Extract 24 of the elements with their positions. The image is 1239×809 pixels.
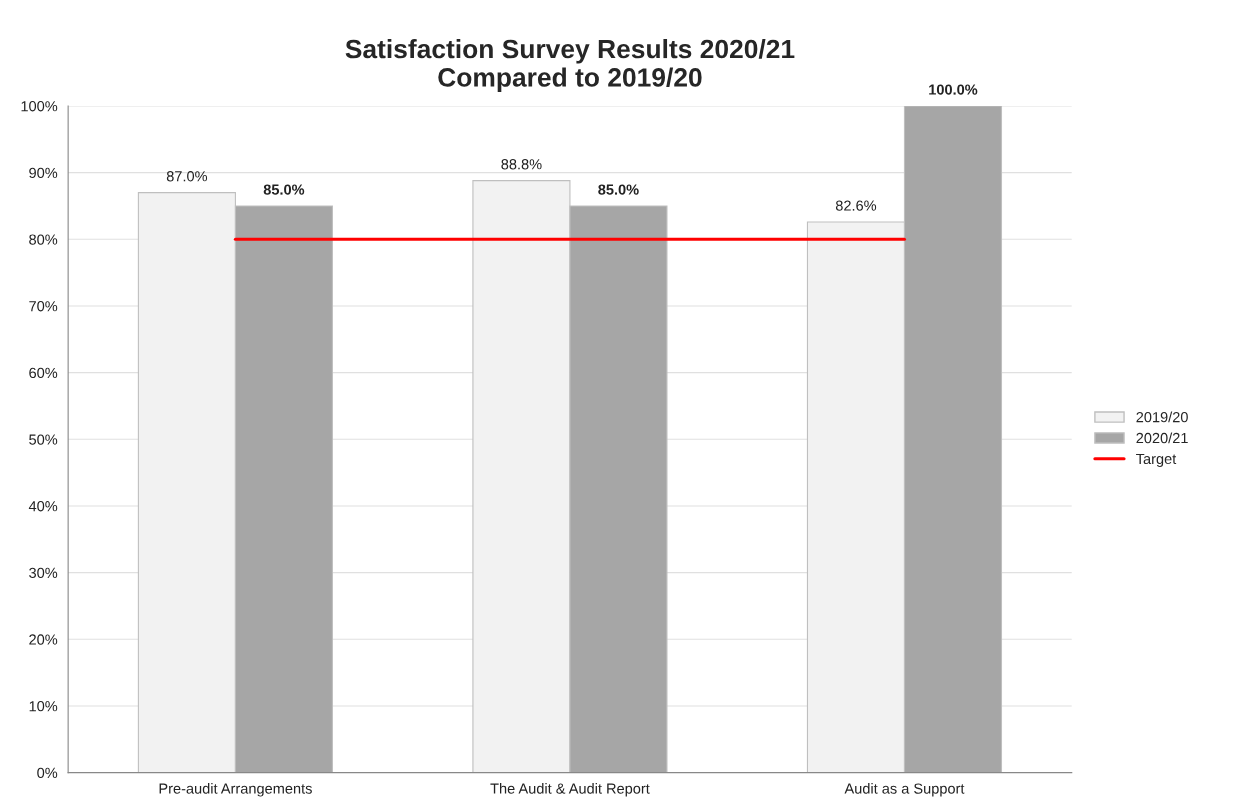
legend-label: 2019/20 bbox=[1136, 411, 1188, 423]
y-tick-label: 90% bbox=[29, 167, 58, 179]
y-tick-label: 50% bbox=[29, 434, 58, 445]
data-label: 85.0% bbox=[598, 184, 639, 195]
y-tick-label: 20% bbox=[29, 634, 58, 645]
legend-label: 2020/21 bbox=[1136, 432, 1188, 444]
data-label: 82.6% bbox=[835, 200, 877, 211]
y-tick-label: 80% bbox=[29, 234, 58, 245]
legend-label: Target bbox=[1136, 453, 1177, 467]
y-tick-label: 60% bbox=[29, 367, 58, 379]
chart-title: Satisfaction Survey Results 2020/21 Compared to 2019/20 bbox=[345, 38, 795, 93]
x-tick-label: Pre-audit Arrangements bbox=[159, 783, 312, 797]
x-tick-label: Audit as a Support bbox=[844, 783, 965, 797]
y-tick-label: 40% bbox=[28, 501, 58, 512]
y-tick-label: 70% bbox=[29, 301, 58, 312]
y-tick-label: 10% bbox=[29, 701, 58, 712]
data-label: 85.0% bbox=[263, 184, 305, 195]
y-tick-label: 100% bbox=[21, 101, 58, 112]
data-label: 100.0% bbox=[929, 84, 978, 95]
data-label: 87.0% bbox=[166, 171, 208, 182]
x-tick-label: The Audit & Audit Report bbox=[490, 783, 650, 797]
y-tick-label: 30% bbox=[29, 567, 58, 579]
y-tick-label: 0% bbox=[37, 767, 58, 779]
data-label: 88.8% bbox=[501, 159, 542, 170]
